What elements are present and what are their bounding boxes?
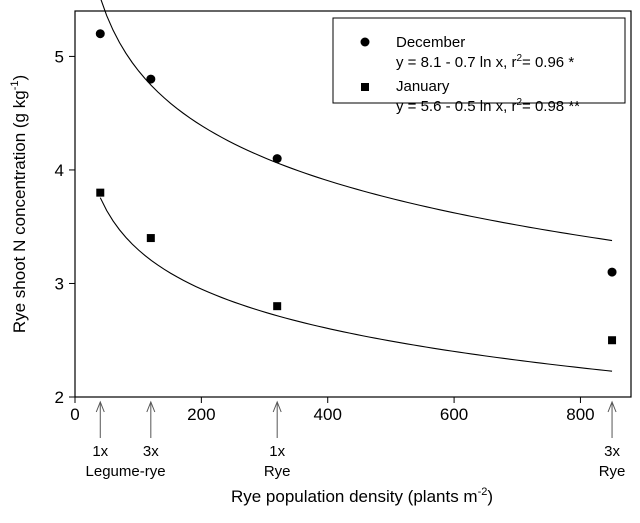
legend-equation-december-sup: 2 bbox=[516, 53, 522, 64]
legend-box bbox=[332, 17, 626, 104]
data-point-january bbox=[273, 302, 282, 311]
y-axis-ticks: 2 3 4 5 bbox=[55, 47, 75, 407]
y-axis-title-sup: -1 bbox=[9, 81, 21, 91]
y-axis-title-main: Rye shoot N concentration (g kg bbox=[10, 90, 29, 333]
legend-label-january: January bbox=[396, 78, 450, 95]
data-points bbox=[95, 29, 617, 345]
data-point-january bbox=[146, 234, 155, 243]
x-axis-title-main: Rye population density (plants m bbox=[231, 487, 478, 506]
y-axis-title: Rye shoot N concentration (g kg-1) bbox=[9, 75, 29, 333]
legend-equation-january: y = 5.6 - 0.5 ln x, r2= 0.98 ** bbox=[396, 97, 580, 115]
legend-marker-december bbox=[360, 37, 370, 47]
x-axis-title: Rye population density (plants m-2) bbox=[231, 486, 493, 506]
data-point-december bbox=[272, 154, 282, 164]
x-marker-arrow-head bbox=[272, 400, 282, 413]
plot-area-frame bbox=[74, 10, 632, 398]
x-marker-arrow-head bbox=[607, 400, 617, 413]
x-markers: 1x 3x Legume-rye 1x Rye 3x Rye bbox=[86, 400, 626, 480]
fit-line-january bbox=[99, 197, 613, 372]
data-point-january bbox=[96, 188, 105, 197]
x-marker-label: Rye bbox=[599, 463, 626, 480]
x-tick-label: 0 bbox=[70, 405, 79, 424]
x-tick-label: 600 bbox=[440, 405, 468, 424]
data-point-january bbox=[608, 336, 617, 345]
fit-lines bbox=[99, 0, 613, 372]
x-axis-title-sup: -2 bbox=[478, 486, 488, 498]
y-axis-title-tail: ) bbox=[10, 75, 29, 81]
x-marker-label: 3x bbox=[604, 443, 620, 460]
legend-equation-december-pre: y = 8.1 - 0.7 ln x, r bbox=[396, 54, 516, 71]
y-tick-label: 2 bbox=[55, 388, 64, 407]
x-marker-label: 3x bbox=[143, 443, 159, 460]
legend-equation-december: y = 8.1 - 0.7 ln x, r2= 0.96 * bbox=[396, 53, 574, 71]
x-tick-label: 200 bbox=[187, 405, 215, 424]
x-marker-label: 1x bbox=[92, 443, 108, 460]
legend-equation-december-post: = 0.96 * bbox=[522, 54, 574, 71]
x-marker-label: Rye bbox=[264, 463, 291, 480]
data-point-december bbox=[95, 29, 105, 39]
data-point-december bbox=[607, 267, 617, 277]
y-tick-label: 4 bbox=[55, 161, 64, 180]
x-marker-label: 1x bbox=[269, 443, 285, 460]
y-tick-label: 3 bbox=[55, 274, 64, 293]
y-tick-label: 5 bbox=[55, 47, 64, 66]
x-axis-ticks: 0 200 400 600 800 bbox=[70, 397, 595, 424]
x-axis-title-tail: ) bbox=[487, 487, 493, 506]
x-marker-arrow-head bbox=[146, 400, 156, 413]
x-tick-label: 800 bbox=[566, 405, 594, 424]
legend: December y = 8.1 - 0.7 ln x, r2= 0.96 * … bbox=[332, 17, 626, 115]
x-tick-label: 400 bbox=[314, 405, 342, 424]
x-marker-label: Legume-rye bbox=[86, 463, 166, 480]
legend-marker-january bbox=[361, 83, 369, 91]
legend-equation-january-pre: y = 5.6 - 0.5 ln x, r bbox=[396, 98, 516, 115]
legend-label-december: December bbox=[396, 34, 465, 51]
legend-equation-january-sup: 2 bbox=[516, 97, 522, 108]
x-marker-arrow-head bbox=[95, 400, 105, 413]
data-point-december bbox=[146, 74, 156, 84]
legend-equation-january-post: = 0.98 ** bbox=[522, 98, 580, 115]
fit-line-december bbox=[100, 0, 613, 242]
